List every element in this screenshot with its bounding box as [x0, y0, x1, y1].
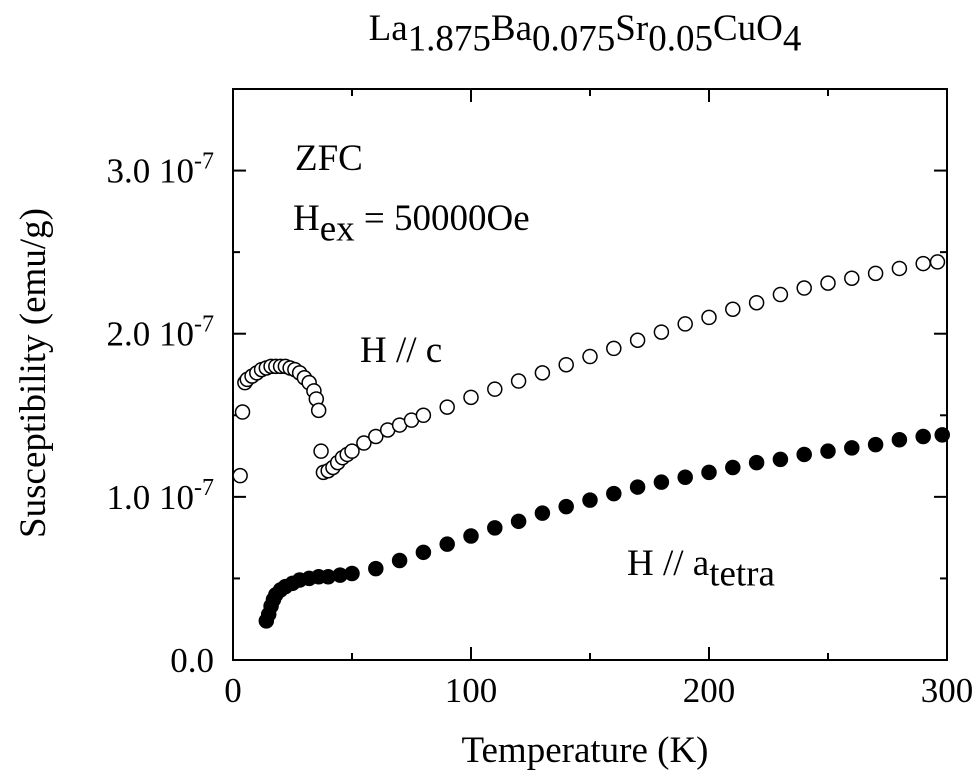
data-point-filled	[653, 474, 670, 490]
data-point-open	[344, 443, 360, 459]
data-point-filled	[915, 428, 931, 445]
data-point-open	[463, 389, 479, 406]
data-point-open	[487, 381, 503, 397]
data-point-filled	[487, 520, 503, 536]
data-point-open	[725, 301, 741, 317]
data-point-filled	[510, 513, 527, 530]
x-tick-label: 300	[921, 671, 974, 710]
data-point-open	[929, 254, 946, 270]
data-point-open	[582, 348, 598, 365]
data-point-open	[701, 309, 717, 326]
data-point-filled	[891, 432, 908, 448]
data-point-open	[510, 373, 527, 389]
chart-title: La1.875Ba0.075Sr0.05CuO4	[369, 8, 802, 59]
data-point-filled	[820, 443, 836, 459]
data-point-filled	[748, 454, 765, 471]
data-point-filled	[844, 440, 860, 456]
data-point-filled	[606, 485, 622, 502]
series-a-label: H // atetra	[627, 543, 775, 594]
series-h-parallel-a-tetra	[258, 427, 950, 629]
data-point-filled	[725, 459, 741, 476]
data-point-open	[796, 280, 812, 296]
data-point-open	[748, 294, 765, 311]
data-point-open	[356, 435, 372, 451]
data-point-filled	[368, 560, 384, 577]
data-point-open	[915, 255, 931, 272]
y-tick-label: 2.0 10-7	[107, 312, 215, 354]
data-point-open	[310, 402, 327, 419]
data-point-open	[772, 286, 789, 303]
data-point-open	[629, 332, 646, 348]
data-point-open	[234, 404, 251, 420]
data-point-open	[891, 260, 908, 277]
data-point-filled	[582, 492, 598, 508]
data-point-open	[653, 324, 670, 340]
data-point-filled	[463, 528, 479, 544]
condition-label: ZFC	[295, 138, 363, 179]
data-point-filled	[867, 436, 884, 453]
data-point-open	[232, 467, 248, 484]
data-point-open	[677, 316, 693, 332]
data-point-filled	[677, 469, 693, 486]
annotations: ZFC Hex = 50000Oe H // c H // atetra	[293, 138, 775, 594]
data-point-filled	[415, 544, 432, 561]
series-h-parallel-c	[232, 254, 946, 484]
y-tick-label: 1.0 10-7	[107, 475, 215, 517]
data-point-open	[867, 265, 884, 282]
data-point-filled	[701, 464, 717, 481]
data-point-open	[313, 443, 329, 459]
data-point-filled	[439, 536, 455, 552]
x-tick-label: 100	[445, 671, 498, 710]
data-point-open	[534, 365, 551, 381]
data-point-filled	[534, 505, 551, 521]
data-point-open	[368, 428, 384, 445]
data-point-open	[439, 399, 455, 415]
tick-marks	[232, 88, 948, 661]
data-point-filled	[934, 427, 950, 443]
data-point-open	[844, 270, 860, 286]
data-point-filled	[796, 446, 812, 463]
field-label: Hex = 50000Oe	[293, 198, 530, 249]
y-tick-label: 3.0 10-7	[107, 149, 215, 191]
y-tick-labels: 0.0 1.0 10-7 2.0 10-7 3.0 10-7	[107, 149, 215, 680]
data-point-filled	[344, 565, 360, 582]
x-tick-label: 0	[224, 671, 242, 710]
data-point-filled	[558, 498, 574, 515]
data-point-open	[820, 275, 836, 291]
data-point-filled	[391, 552, 408, 569]
data-point-filled	[772, 451, 789, 468]
x-axis-label: Temperature (K)	[461, 730, 708, 771]
data-point-open	[558, 356, 574, 373]
data-point-filled	[629, 479, 646, 495]
x-tick-label: 200	[683, 671, 736, 710]
x-tick-labels: 0 100 200 300	[224, 671, 973, 710]
chart-title-text: La1.875Ba0.075Sr0.05CuO4	[369, 8, 802, 59]
y-axis-label: Susceptibility (emu/g)	[13, 208, 54, 538]
series-c-label: H // c	[360, 330, 442, 371]
y-tick-label: 0.0	[170, 641, 214, 680]
data-point-open	[415, 407, 432, 424]
data-point-open	[606, 340, 622, 357]
